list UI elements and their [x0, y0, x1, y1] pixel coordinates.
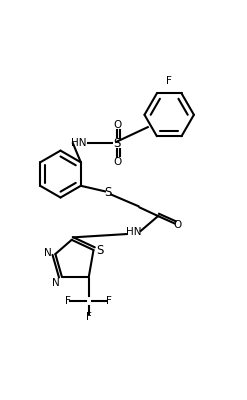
Text: S: S	[96, 244, 103, 256]
Text: HN: HN	[71, 138, 87, 148]
Text: F: F	[166, 76, 172, 86]
Text: F: F	[106, 296, 112, 306]
Text: F: F	[65, 296, 71, 306]
Text: O: O	[113, 157, 122, 167]
Text: N: N	[52, 278, 59, 288]
Text: F: F	[86, 312, 92, 322]
Text: S: S	[104, 186, 111, 199]
Text: N: N	[44, 248, 52, 258]
Text: HN: HN	[126, 227, 141, 237]
Text: S: S	[114, 137, 121, 150]
Text: O: O	[113, 120, 122, 130]
Text: O: O	[174, 220, 182, 230]
